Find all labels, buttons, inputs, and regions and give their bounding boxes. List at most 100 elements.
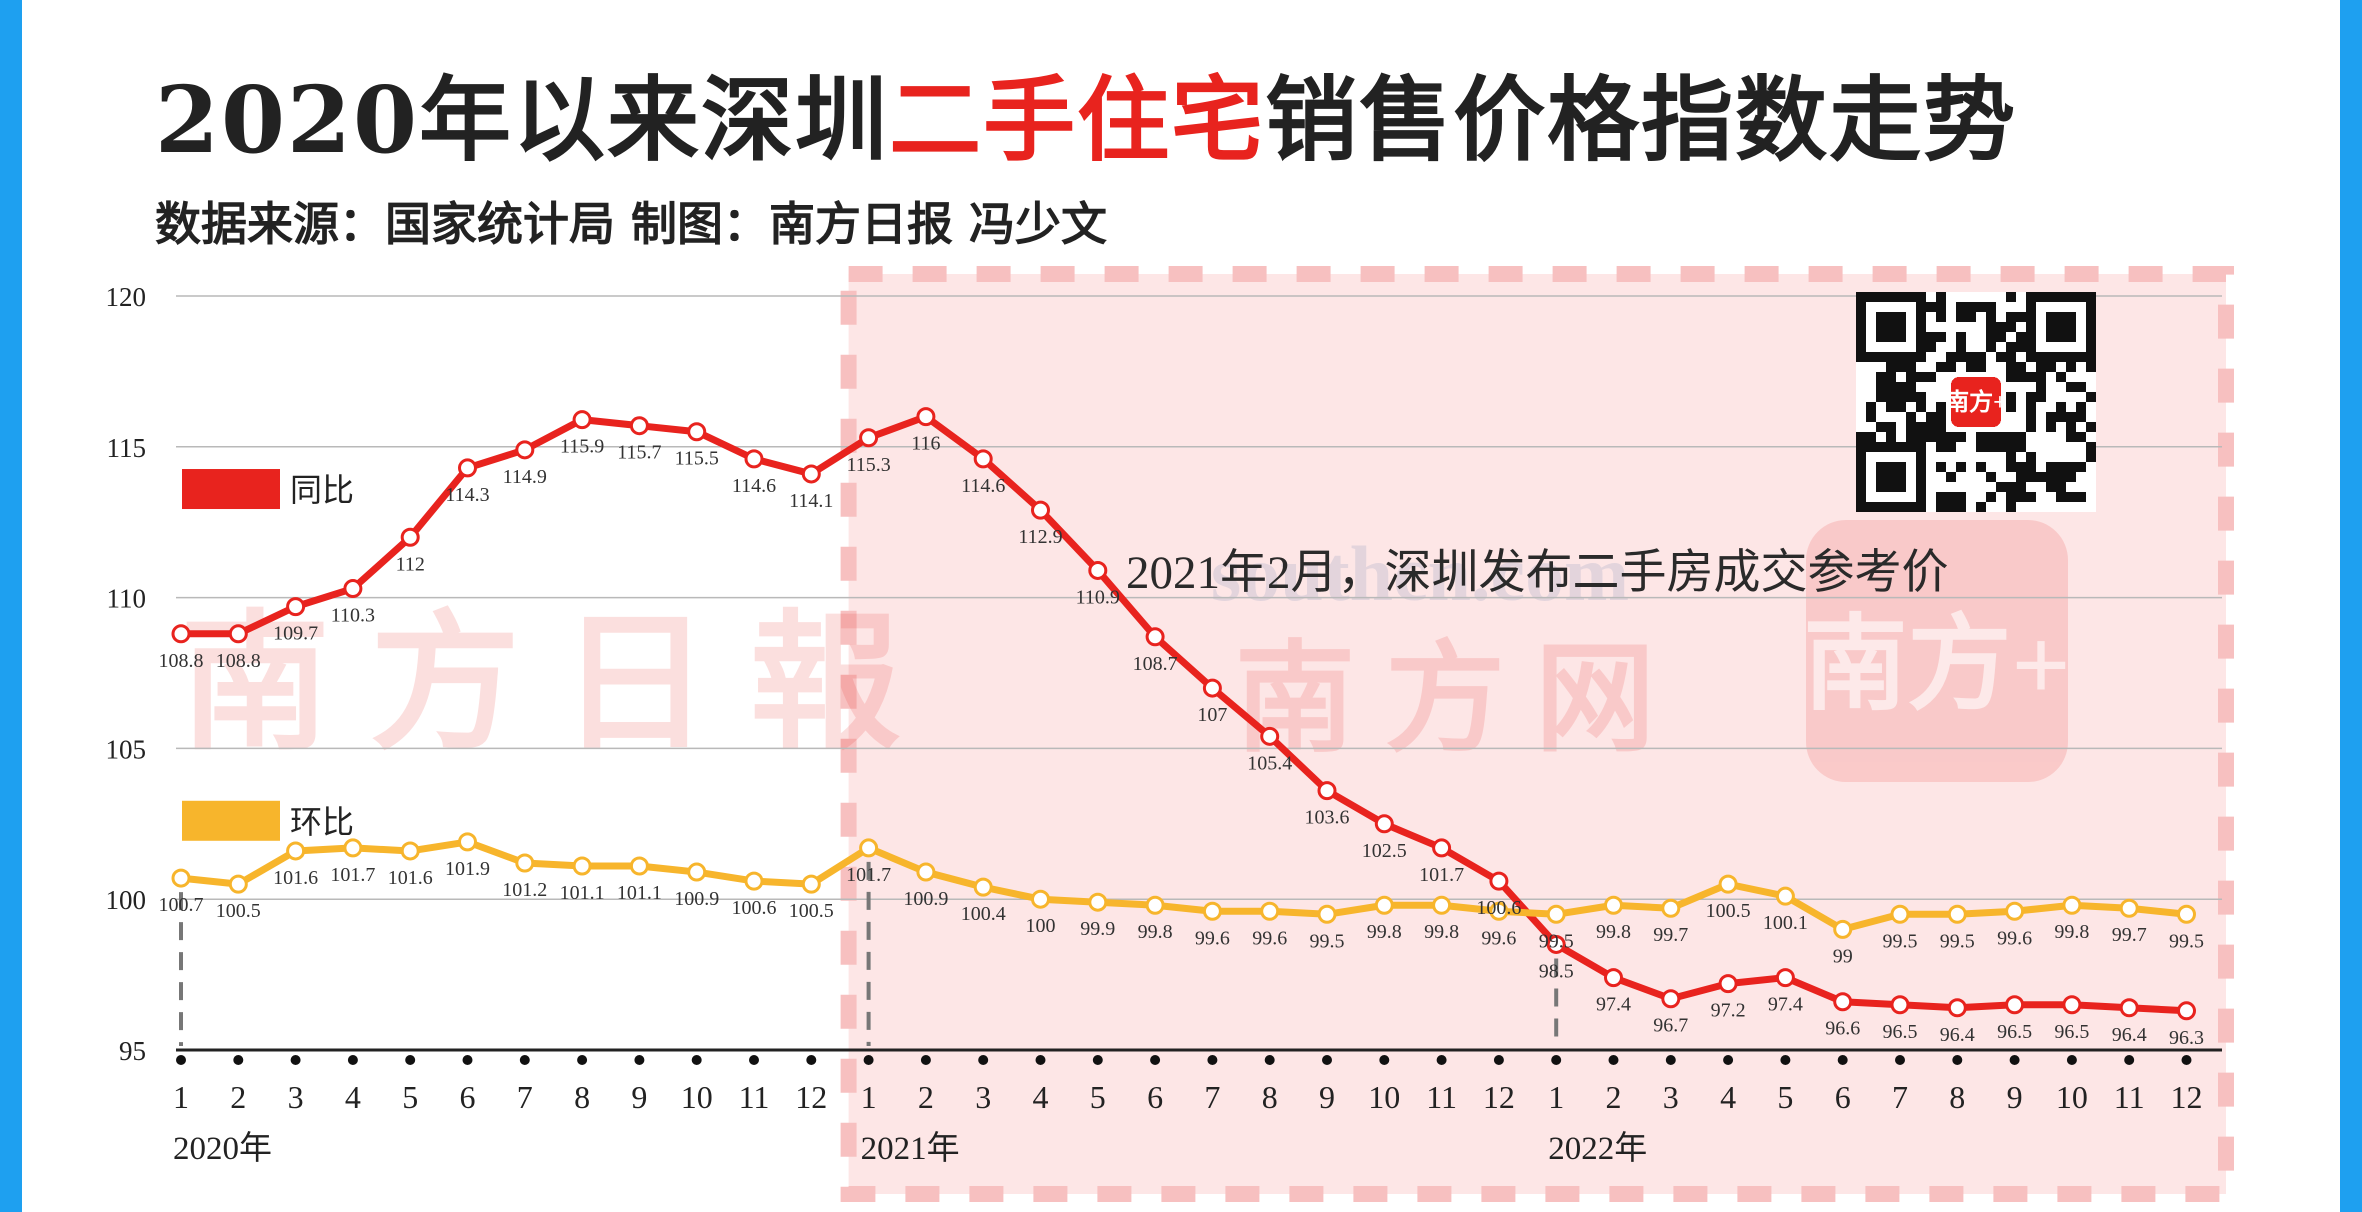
qr-module [1956,312,1966,322]
qr-module [2066,292,2076,302]
mom-data-label: 99.5 [1940,930,1975,952]
mom-point [629,856,649,876]
qr-module [1876,422,1886,432]
qr-module [1916,322,1926,332]
qr-module [1866,292,1876,302]
x-tick-label: 10 [1368,1079,1400,1115]
qr-module [2046,322,2056,332]
legend-label-yoy: 同比 [290,472,354,508]
qr-module [1916,452,1926,462]
qr-module [2056,462,2066,472]
qr-module [1946,472,1956,482]
qr-module [2076,352,2086,362]
qr-module [1886,472,1896,482]
yoy-point [400,527,420,547]
qr-module [1976,302,1986,312]
qr-module [2066,352,2076,362]
qr-module [1926,412,1936,422]
x-tick-label: 11 [739,1079,770,1115]
qr-module [2046,332,2056,342]
qr-module [2026,322,2036,332]
yoy-point [1317,781,1337,801]
x-tick-label: 6 [1147,1079,1163,1115]
qr-module [1936,442,1946,452]
yoy-data-label: 115.7 [617,442,661,464]
qr-module [1906,502,1916,512]
qr-module [1896,292,1906,302]
yoy-point [286,597,306,617]
mom-point [801,874,821,894]
qr-module [2016,462,2026,472]
x-tick-mark [1150,1055,1161,1065]
x-tick-label: 3 [975,1079,991,1115]
yoy-data-label: 103.6 [1305,807,1350,829]
qr-module [1946,352,1956,362]
qr-module [1906,422,1916,432]
qr-module [1896,472,1906,482]
qr-module [1886,442,1896,452]
qr-module [1956,432,1966,442]
mom-data-label: 101.9 [445,858,490,880]
qr-module [2026,412,2036,422]
x-tick-label: 11 [1426,1079,1457,1115]
yoy-point [1260,726,1280,746]
qr-module [1906,372,1916,382]
x-tick-label: 12 [1483,1079,1515,1115]
qr-module [1946,442,1956,452]
qr-module [1996,482,2006,492]
qr-module [2086,332,2096,342]
qr-module [2026,452,2036,462]
qr-logo [1951,377,2001,427]
x-tick-mark [1035,1055,1046,1065]
mom-data-label: 99.6 [1997,927,2032,949]
qr-module [1876,372,1886,382]
title-prefix: 2020年以来深圳 [155,66,890,174]
qr-module [1876,332,1886,342]
qr-module [2006,312,2016,322]
qr-module [1956,492,1966,502]
qr-module [1886,402,1896,412]
left-accent-bar [0,0,22,1212]
qr-module [2006,482,2016,492]
mom-point [1260,901,1280,921]
qr-module [2036,362,2046,372]
x-tick-mark [519,1055,530,1065]
qr-module [1956,462,1966,472]
qr-module [2056,412,2066,422]
yoy-point [572,410,592,430]
qr-module [2016,492,2026,502]
x-tick-label: 8 [574,1079,590,1115]
yoy-data-label: 110.9 [1076,586,1120,608]
qr-module [2086,442,2096,452]
mom-data-label: 100.5 [216,900,261,922]
qr-module [1916,492,1926,502]
qr-module [2066,472,2076,482]
qr-logo-text: 南方+ [1945,388,2007,416]
yoy-data-label: 96.5 [1997,1021,2032,1043]
qr-module [2026,402,2036,412]
qr-module [2046,462,2056,472]
qr-module [2066,322,2076,332]
qr-module [1856,342,1866,352]
qr-module [1916,422,1926,432]
qr-module [2046,312,2056,322]
qr-module [2006,432,2016,442]
qr-module [1896,442,1906,452]
qr-module [1906,432,1916,442]
annotation-text: 2021年2月，深圳发布二手房成交参考价 [1126,547,1949,599]
x-tick-mark [176,1055,186,1065]
mom-data-label: 101.1 [617,882,662,904]
qr-module [2056,292,2066,302]
mom-point [1202,901,1222,921]
qr-module [2006,492,2016,502]
qr-module [1856,332,1866,342]
qr-module [1996,322,2006,332]
qr-module [2056,322,2066,332]
qr-module [1936,432,1946,442]
qr-module [2026,492,2036,502]
qr-module [1986,342,1996,352]
qr-module [1896,402,1906,412]
x-tick-mark [1436,1055,1447,1065]
x-tick-mark [1723,1055,1734,1065]
x-tick-label: 9 [2007,1079,2023,1115]
